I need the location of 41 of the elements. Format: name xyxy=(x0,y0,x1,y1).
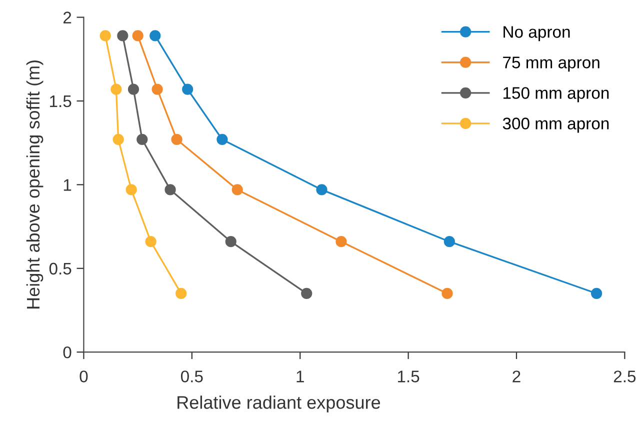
point xyxy=(164,184,176,196)
point xyxy=(100,30,111,42)
point xyxy=(132,30,144,42)
x-tick-label: 2 xyxy=(512,370,520,382)
x-tick-label: 1 xyxy=(296,370,304,382)
y-axis-title: Height above opening soffit (m) xyxy=(26,60,44,308)
point xyxy=(117,30,128,42)
point xyxy=(442,288,453,300)
point xyxy=(110,84,122,95)
y-tick-label: 1 xyxy=(64,179,72,191)
point xyxy=(112,134,124,146)
point xyxy=(225,236,236,248)
point xyxy=(444,236,455,248)
y-tick-label: 0.5 xyxy=(49,262,72,275)
x-axis-title: Relative radiant exposure xyxy=(178,396,380,412)
point xyxy=(232,184,243,196)
point xyxy=(182,84,194,95)
point xyxy=(590,288,602,300)
point xyxy=(216,134,228,146)
point xyxy=(136,134,148,146)
point xyxy=(301,288,312,300)
point xyxy=(126,184,137,196)
point xyxy=(176,288,187,300)
y-tick-label: 1.5 xyxy=(50,96,72,108)
point xyxy=(152,84,163,95)
point xyxy=(145,236,156,248)
x-tick-label: 2.5 xyxy=(614,370,636,382)
y-tick-label: 2 xyxy=(63,12,72,24)
point xyxy=(171,134,182,146)
x-tick-label: 0.5 xyxy=(180,370,203,382)
point xyxy=(150,30,161,42)
point xyxy=(336,236,347,248)
legend-label: 150 mm apron xyxy=(504,87,609,102)
y-tick-label: 0 xyxy=(63,346,72,358)
point xyxy=(128,84,140,95)
legend-label: 75 mm apron xyxy=(503,56,600,72)
x-tick-label: 0 xyxy=(80,370,88,382)
point xyxy=(316,184,328,196)
x-tick-label: 1.5 xyxy=(398,370,420,382)
legend-label: 300 mm apron xyxy=(502,118,609,133)
legend-label: No apron xyxy=(504,26,570,42)
